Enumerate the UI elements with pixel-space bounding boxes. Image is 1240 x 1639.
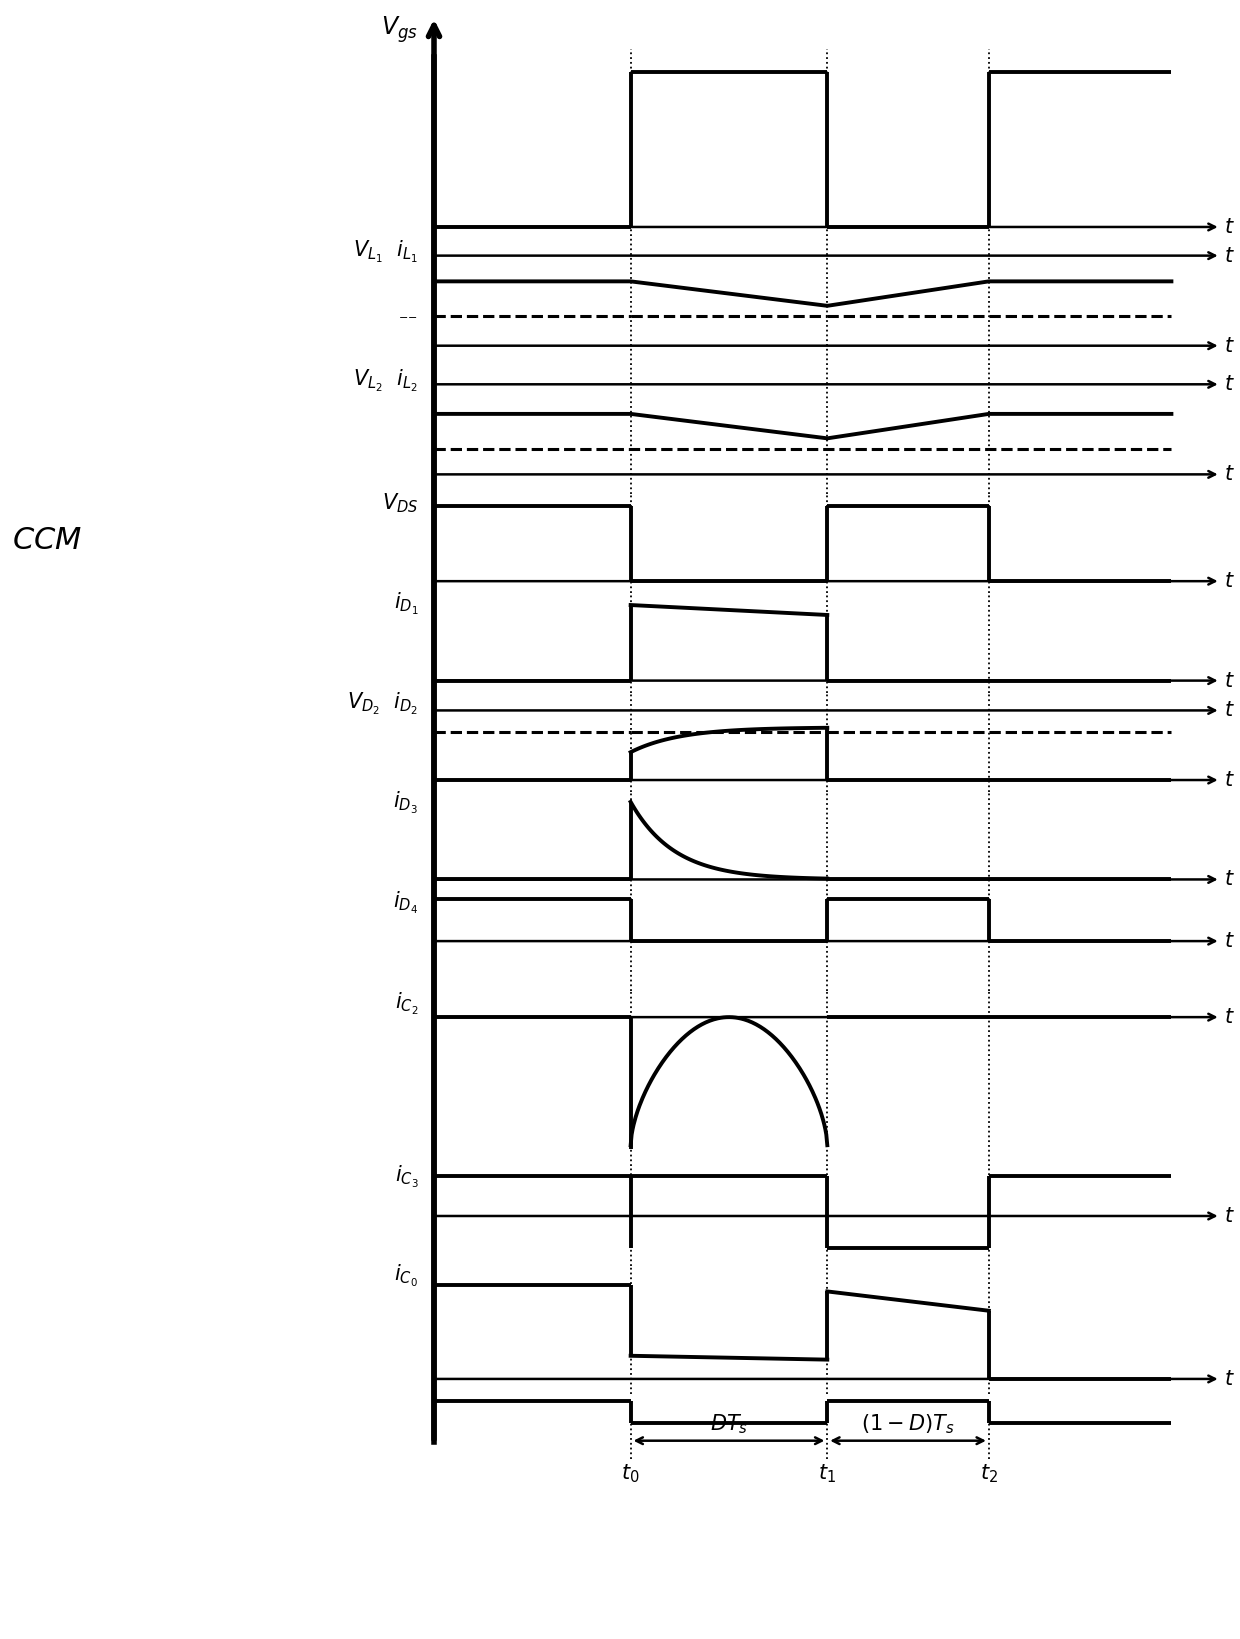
Text: $V_{L_1}\ \ i_{L_1}$: $V_{L_1}\ \ i_{L_1}$ xyxy=(353,239,418,266)
Text: $t$: $t$ xyxy=(1224,336,1235,356)
Text: $t$: $t$ xyxy=(1224,1206,1235,1226)
Text: $i_{D_3}$: $i_{D_3}$ xyxy=(393,790,418,816)
Text: $CCM$: $CCM$ xyxy=(12,526,83,556)
Text: $i_{C_0}$: $i_{C_0}$ xyxy=(394,1264,418,1290)
Text: $t$: $t$ xyxy=(1224,1006,1235,1028)
Text: $t_0$: $t_0$ xyxy=(621,1462,640,1485)
Text: $(1-D)T_s$: $(1-D)T_s$ xyxy=(862,1411,955,1436)
Text: $DT_s$: $DT_s$ xyxy=(709,1411,748,1436)
Text: $V_{D_2}\ \ i_{D_2}$: $V_{D_2}\ \ i_{D_2}$ xyxy=(347,690,418,716)
Text: $t$: $t$ xyxy=(1224,700,1235,721)
Text: $t$: $t$ xyxy=(1224,931,1235,951)
Text: $t$: $t$ xyxy=(1224,1369,1235,1388)
Text: $t$: $t$ xyxy=(1224,869,1235,890)
Text: $i_{C_3}$: $i_{C_3}$ xyxy=(394,1164,418,1190)
Text: $t$: $t$ xyxy=(1224,670,1235,690)
Text: $t$: $t$ xyxy=(1224,246,1235,266)
Text: $t$: $t$ xyxy=(1224,570,1235,592)
Text: $t_2$: $t_2$ xyxy=(980,1462,998,1485)
Text: $-\!-$: $-\!-$ xyxy=(398,311,418,321)
Text: $t$: $t$ xyxy=(1224,216,1235,238)
Text: $V_{L_2}\ \ i_{L_2}$: $V_{L_2}\ \ i_{L_2}$ xyxy=(353,367,418,393)
Text: $t_1$: $t_1$ xyxy=(818,1462,836,1485)
Text: $V_{DS}$: $V_{DS}$ xyxy=(382,492,418,515)
Text: $t$: $t$ xyxy=(1224,374,1235,395)
Text: $i_{C_2}$: $i_{C_2}$ xyxy=(394,992,418,1016)
Text: $i_{D_1}$: $i_{D_1}$ xyxy=(393,592,418,618)
Text: $t$: $t$ xyxy=(1224,770,1235,790)
Text: $t$: $t$ xyxy=(1224,464,1235,485)
Text: $i_{D_4}$: $i_{D_4}$ xyxy=(393,890,418,916)
Text: $V_{gs}$: $V_{gs}$ xyxy=(381,15,418,46)
